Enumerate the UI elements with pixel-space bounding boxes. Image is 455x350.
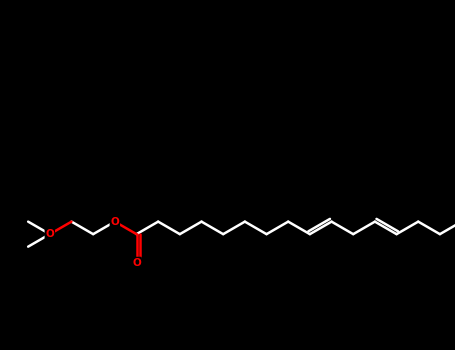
Text: O: O [46, 229, 54, 239]
Text: O: O [111, 217, 119, 227]
Text: O: O [132, 258, 141, 268]
